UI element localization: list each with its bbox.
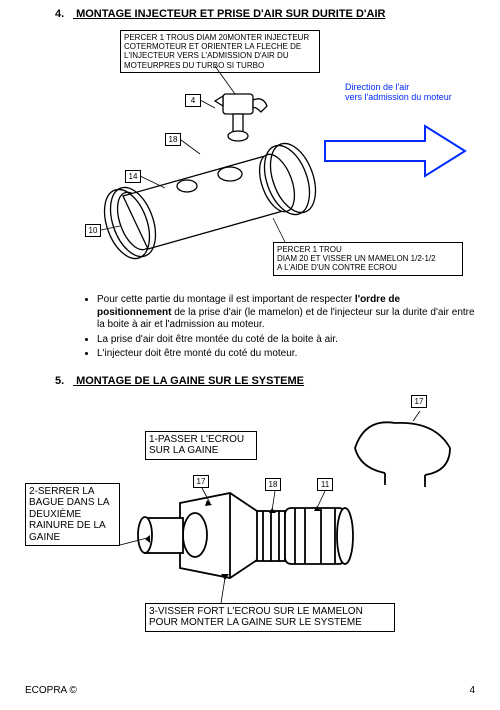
c2l3: DEUXIÈME xyxy=(29,509,81,520)
section-5-title: 5. MONTAGE DE LA GAINE SUR LE SYSTEME xyxy=(55,375,475,387)
note-2: La prise d'air doit être montée du coté … xyxy=(97,334,475,347)
cb-l3: A L'AIDE D'UN CONTRE ECROU xyxy=(277,263,397,272)
footer-brand: ECOPRA © xyxy=(25,685,77,696)
n2a: La prise d'air doit être montée du coté … xyxy=(97,334,338,345)
part-label-14: 14 xyxy=(125,170,141,183)
callout-bottom: PERCER 1 TROU DIAM 20 ET VISSER UN MAMEL… xyxy=(273,242,463,276)
c2l5: GAINE xyxy=(29,532,60,543)
n3a: L'injecteur doit être monté du coté du m… xyxy=(97,348,297,359)
c2l1: 2-SERRER LA xyxy=(29,486,95,497)
part-label-10: 10 xyxy=(85,224,101,237)
section-5-diagram: 1-PASSER L'ECROU SUR LA GAINE 2-SERRER L… xyxy=(25,393,475,643)
part-label-18b: 18 xyxy=(265,478,281,491)
c1l1: 1-PASSER L'ECROU xyxy=(149,434,244,445)
callout-2: 2-SERRER LA BAGUE DANS LA DEUXIÈME RAINU… xyxy=(25,483,120,547)
cb-l2: DIAM 20 ET VISSER UN MAMELON 1/2-1/2 xyxy=(277,254,436,263)
callout-1: 1-PASSER L'ECROU SUR LA GAINE xyxy=(145,431,257,460)
page-footer: ECOPRA © 4 xyxy=(25,685,475,696)
section-5-number: 5. xyxy=(55,375,73,387)
section-4-title: 4. MONTAGE INJECTEUR ET PRISE D'AIR SUR … xyxy=(55,8,475,20)
callout-3: 3-VISSER FORT L'ECROU SUR LE MAMELON POU… xyxy=(145,603,395,632)
part-label-17b: 17 xyxy=(193,475,209,488)
section-5-text: MONTAGE DE LA GAINE SUR LE SYSTEME xyxy=(76,375,304,387)
footer-page: 4 xyxy=(469,685,475,696)
c3l2: POUR MONTER LA GAINE SUR LE SYSTEME xyxy=(149,617,362,628)
cb-l1: PERCER 1 TROU xyxy=(277,245,342,254)
c2l4: RAINURE DE LA xyxy=(29,520,106,531)
note-3: L'injecteur doit être monté du coté du m… xyxy=(97,348,475,361)
part-label-11: 11 xyxy=(317,478,333,491)
part-label-18: 18 xyxy=(165,133,181,146)
section-4-text: MONTAGE INJECTEUR ET PRISE D'AIR SUR DUR… xyxy=(76,8,385,20)
section-4-number: 4. xyxy=(55,8,73,20)
part-label-17a: 17 xyxy=(411,395,427,408)
c1l2: SUR LA GAINE xyxy=(149,445,218,456)
section-4-notes: Pour cette partie du montage il est impo… xyxy=(97,294,475,361)
c2l2: BAGUE DANS LA xyxy=(29,497,110,508)
n1a: Pour cette partie du montage il est impo… xyxy=(97,294,355,305)
section-4-diagram: PERCER 1 TROUS DIAM 20MONTER INJECTEUR C… xyxy=(25,26,475,286)
part-label-4: 4 xyxy=(185,94,201,107)
note-1: Pour cette partie du montage il est impo… xyxy=(97,294,475,332)
c3l1: 3-VISSER FORT L'ECROU SUR LE MAMELON xyxy=(149,606,363,617)
